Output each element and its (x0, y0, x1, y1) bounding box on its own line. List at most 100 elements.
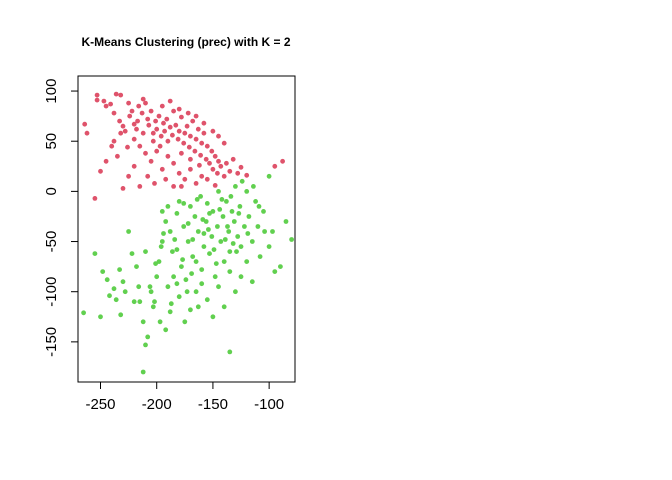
data-point (209, 234, 215, 239)
data-point (152, 181, 157, 186)
data-point (188, 204, 193, 209)
data-point (131, 121, 137, 127)
data-point (101, 98, 107, 104)
chart-title: K-Means Clustering (prec) with K = 2 (81, 35, 290, 49)
data-point (238, 164, 244, 170)
data-point (140, 130, 146, 136)
data-point (192, 214, 198, 219)
data-point (103, 103, 109, 109)
data-point (228, 194, 234, 199)
data-point (165, 153, 171, 159)
x-tick-label: -100 (254, 396, 284, 413)
data-point (244, 189, 250, 194)
data-point (181, 201, 187, 206)
data-point (249, 239, 255, 244)
data-point (211, 247, 217, 253)
data-point (289, 237, 294, 242)
data-point (98, 168, 103, 174)
data-point (81, 310, 86, 316)
data-point (272, 269, 278, 274)
y-axis: -150 -100 -50 0 50 100 (43, 79, 79, 357)
data-point (154, 148, 160, 154)
data-point (236, 211, 242, 216)
data-point (198, 194, 204, 199)
data-point (257, 254, 263, 259)
data-point (174, 247, 180, 253)
data-point (207, 211, 212, 216)
data-point (127, 113, 133, 119)
data-point (244, 259, 250, 264)
data-point (113, 297, 119, 303)
data-point (120, 123, 126, 129)
data-point (201, 231, 207, 236)
data-point (193, 136, 199, 142)
data-point (136, 103, 142, 109)
data-point (246, 214, 252, 219)
data-point (193, 113, 199, 119)
data-point (212, 153, 218, 159)
data-point (145, 173, 151, 179)
data-point (278, 264, 283, 269)
data-point (159, 166, 165, 172)
data-point (235, 234, 241, 239)
data-point (189, 271, 195, 276)
data-point (163, 327, 169, 333)
data-point (113, 91, 119, 97)
data-point (172, 237, 178, 242)
data-point (111, 286, 117, 292)
data-point (164, 116, 170, 122)
data-point (165, 284, 171, 290)
data-point (84, 130, 90, 136)
data-point (131, 136, 137, 142)
data-point (126, 229, 131, 234)
data-point (217, 207, 223, 212)
data-point (170, 249, 175, 255)
data-point (204, 176, 210, 182)
data-point (251, 184, 256, 189)
data-point (195, 126, 201, 132)
data-point (190, 118, 196, 124)
data-point (237, 204, 243, 209)
data-point (103, 158, 109, 164)
data-point (221, 304, 227, 310)
data-point (222, 237, 228, 242)
data-point (204, 143, 210, 149)
data-point (229, 209, 235, 214)
data-point (137, 184, 143, 189)
data-point (171, 274, 177, 280)
data-point (125, 144, 130, 150)
data-point (152, 299, 157, 305)
data-point (212, 274, 218, 280)
data-point (242, 224, 247, 229)
data-point (154, 274, 160, 280)
data-point (249, 279, 255, 285)
data-point (109, 143, 115, 149)
data-point (227, 249, 233, 255)
data-point (193, 289, 199, 295)
data-point (210, 314, 216, 320)
y-tick-label: -150 (43, 327, 60, 357)
data-point (192, 148, 198, 154)
data-point (131, 299, 137, 305)
data-point (185, 110, 191, 116)
data-point (218, 239, 224, 244)
data-point (179, 184, 184, 189)
data-point (111, 138, 117, 144)
data-point (233, 289, 238, 295)
data-point (219, 197, 225, 202)
data-point (167, 229, 173, 234)
data-point (262, 229, 267, 234)
data-point (181, 140, 187, 146)
points-layer (81, 91, 294, 375)
data-point (230, 241, 236, 246)
data-point (184, 123, 190, 129)
data-point (183, 277, 189, 283)
data-point (181, 224, 187, 229)
data-point (194, 197, 200, 202)
data-point (118, 130, 124, 136)
data-point (131, 163, 137, 169)
data-point (162, 128, 168, 134)
data-point (173, 122, 179, 128)
data-point (200, 217, 206, 222)
